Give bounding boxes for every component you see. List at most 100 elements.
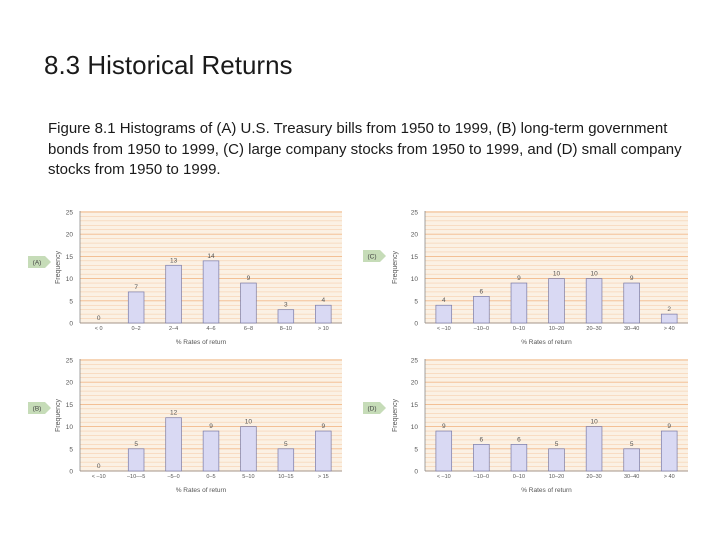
bar-value-label: 4 [442,297,446,304]
figure-caption: Figure 8.1 Histograms of (A) U.S. Treasu… [48,120,682,178]
y-axis-title: Frequency [55,250,62,284]
bar-value-label: 5 [555,441,559,448]
bar-value-label: 13 [170,257,178,264]
y-tick-label: 10 [411,276,419,283]
histogram-bar [585,426,603,472]
y-tick-label: 25 [66,210,74,217]
panel-tag-label: (C) [367,254,376,261]
x-tick-label: 0–2 [132,326,141,332]
panel-tag-shape [28,256,51,268]
bar-value-label: 9 [667,423,671,430]
y-tick-label: 25 [411,358,419,365]
x-axis-title: % Rates of return [521,487,572,494]
histogram-bar [473,296,490,324]
x-tick-label: 10–20 [549,474,564,480]
x-axis-title: % Rates of return [176,487,227,494]
bar-value-label: 9 [517,275,521,282]
histogram-bar [127,291,145,324]
bar-value-label: 9 [209,423,213,430]
histogram-panel: 0 5 10 15 20 25 0 < 0 7 0–2 13 2–4 14 4–6 9 6–8 3 8–10 4 > … [28,210,342,346]
slide-title: 8.3 Historical Returns [44,50,293,80]
bar-value-label: 10 [245,419,253,426]
histogram-bar [277,448,295,472]
panel-tag-shape [363,250,386,262]
y-tick-label: 20 [411,232,419,239]
panel-tag: (C) [363,250,386,262]
x-axis-title: % Rates of return [176,339,227,346]
y-tick-label: 15 [411,254,419,261]
x-tick-label: 0–5 [206,474,215,480]
x-tick-label: < –10 [437,474,451,480]
bar-value-label: 9 [247,275,251,282]
y-tick-label: 20 [66,232,74,239]
panel-tag-shape [28,402,51,414]
bar-value-label: 9 [630,275,634,282]
histogram-bar [165,264,182,324]
x-tick-label: < –10 [437,326,451,332]
histogram-bar [240,282,257,324]
x-tick-label: 2–4 [169,326,178,332]
bar-value-label: 7 [134,284,138,291]
y-tick-label: 5 [414,298,418,305]
x-tick-label: –5–0 [167,474,179,480]
panel-tag-label: (B) [33,406,42,413]
y-tick-label: 15 [66,254,74,261]
x-tick-label: 5–10 [242,474,254,480]
histogram-bar [202,260,220,324]
y-axis-title: Frequency [392,250,399,284]
bar-value-label: 0 [97,463,101,470]
histogram-bar [127,448,145,472]
x-tick-label: 6–8 [244,326,253,332]
y-tick-label: 5 [69,298,73,305]
x-tick-label: 20–30 [586,474,601,480]
x-tick-label: > 10 [318,326,329,332]
histogram-panel: 0 5 10 15 20 25 0 < –10 5 –10––5 12 –5–0 9 0–5 10 5–10 5… [28,358,342,494]
y-tick-label: 25 [66,358,74,365]
y-tick-label: 5 [69,446,73,453]
bar-value-label: 9 [442,423,446,430]
x-axis-title: % Rates of return [521,339,572,346]
bar-value-label: 2 [667,306,671,313]
x-tick-label: 8–10 [280,326,292,332]
y-axis-title: Frequency [392,398,399,432]
bar-value-label: 4 [321,297,325,304]
histogram-bar [660,430,678,472]
y-tick-label: 0 [69,321,73,328]
bar-value-label: 10 [590,419,598,426]
histogram-bar [315,304,332,324]
x-tick-label: –10–0 [474,326,489,332]
x-tick-label: 10–20 [549,326,564,332]
x-tick-label: 4–6 [206,326,215,332]
bar-value-label: 14 [207,253,215,260]
x-tick-label: 30–40 [624,474,639,480]
panel-tag-shape [363,402,386,414]
histogram-bar [510,282,528,324]
x-tick-label: > 15 [318,474,329,480]
bar-value-label: 6 [480,288,484,295]
x-tick-label: 20–30 [586,326,601,332]
histogram-bar [202,430,220,472]
histogram-bar [435,430,453,472]
y-tick-label: 15 [411,402,419,409]
histogram-bar [548,448,565,472]
x-tick-label: 0–10 [513,474,525,480]
histogram-bar [315,430,332,472]
histogram-panel: 0 5 10 15 20 25 9 < –10 6 –10–0 6 0–10 5 10–20 10 20–30… [363,358,688,494]
panel-tag: (A) [28,256,51,268]
y-tick-label: 25 [411,210,419,217]
panel-tag-label: (A) [33,260,42,267]
bar-value-label: 0 [97,315,101,322]
histogram-bar [277,309,295,324]
y-tick-label: 10 [66,276,74,283]
y-tick-label: 10 [66,424,74,431]
bar-value-label: 6 [480,436,484,443]
y-tick-label: 20 [411,380,419,387]
y-tick-label: 0 [69,469,73,476]
y-tick-label: 0 [414,469,418,476]
y-tick-label: 20 [66,380,74,387]
bar-value-label: 5 [630,441,634,448]
y-tick-label: 15 [66,402,74,409]
bar-value-label: 12 [170,410,178,417]
histogram-bar [660,313,678,324]
